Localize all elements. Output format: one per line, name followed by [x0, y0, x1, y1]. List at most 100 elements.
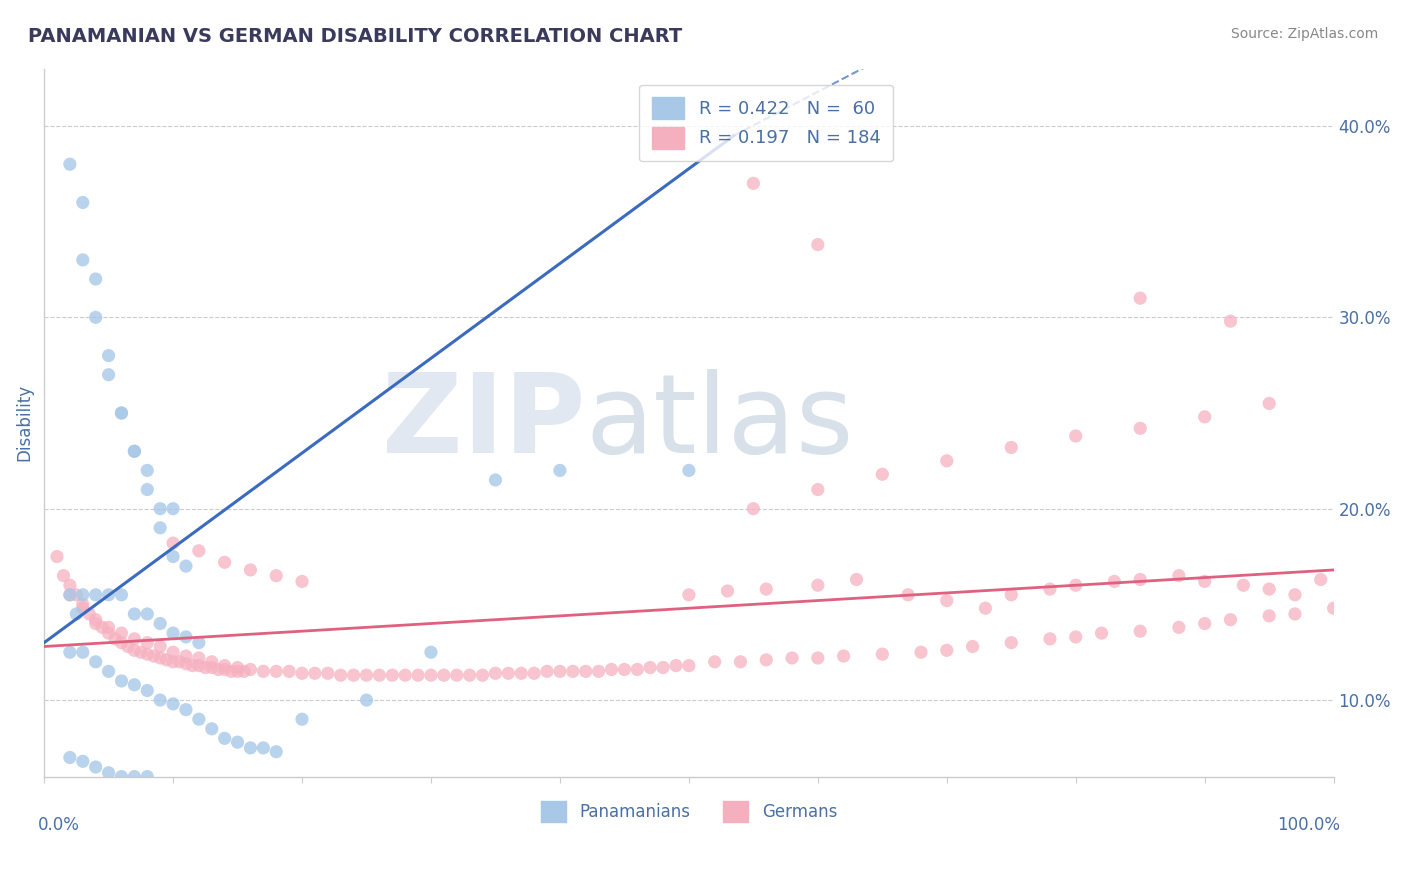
Panamanians [162, 697, 184, 711]
Germans [162, 655, 184, 669]
Germans [962, 640, 984, 654]
Germans [897, 588, 920, 602]
Germans [142, 648, 165, 663]
Germans [484, 666, 506, 681]
Germans [420, 668, 443, 682]
Germans [1129, 421, 1152, 435]
Panamanians [136, 463, 159, 477]
Germans [187, 651, 209, 665]
Panamanians [239, 740, 262, 755]
Panamanians [84, 760, 107, 774]
Germans [181, 658, 204, 673]
Germans [149, 640, 172, 654]
Panamanians [187, 635, 209, 649]
Germans [110, 635, 132, 649]
Germans [678, 658, 700, 673]
Germans [84, 616, 107, 631]
Panamanians [59, 157, 82, 171]
Germans [169, 655, 191, 669]
Germans [1064, 578, 1087, 592]
Germans [219, 665, 242, 679]
Panamanians [110, 406, 132, 420]
Panamanians [72, 588, 94, 602]
Germans [1232, 578, 1254, 592]
Panamanians [97, 765, 120, 780]
Panamanians [97, 349, 120, 363]
Panamanians [356, 693, 378, 707]
Panamanians [484, 473, 506, 487]
Germans [807, 483, 830, 497]
Germans [742, 177, 765, 191]
Germans [1194, 616, 1216, 631]
Germans [187, 658, 209, 673]
Panamanians [149, 521, 172, 535]
Germans [356, 668, 378, 682]
Germans [548, 665, 571, 679]
Germans [1039, 632, 1062, 646]
Germans [124, 632, 146, 646]
Germans [588, 665, 610, 679]
Germans [536, 665, 558, 679]
Germans [278, 665, 301, 679]
Panamanians [84, 655, 107, 669]
Text: 100.0%: 100.0% [1277, 815, 1340, 833]
Panamanians [84, 588, 107, 602]
Germans [162, 536, 184, 550]
Germans [104, 632, 127, 646]
Panamanians [84, 310, 107, 325]
Panamanians [84, 272, 107, 286]
Germans [316, 666, 339, 681]
Germans [613, 663, 636, 677]
Germans [730, 655, 752, 669]
Germans [207, 663, 229, 677]
Germans [187, 543, 209, 558]
Germans [1258, 582, 1281, 596]
Germans [162, 645, 184, 659]
Germans [368, 668, 391, 682]
Germans [1104, 574, 1126, 589]
Germans [1258, 608, 1281, 623]
Germans [433, 668, 456, 682]
Germans [807, 237, 830, 252]
Panamanians [59, 645, 82, 659]
Germans [226, 665, 249, 679]
Germans [1284, 607, 1306, 621]
Panamanians [59, 588, 82, 602]
Germans [201, 655, 224, 669]
Y-axis label: Disability: Disability [15, 384, 32, 461]
Panamanians [201, 722, 224, 736]
Germans [149, 651, 172, 665]
Panamanians [548, 463, 571, 477]
Germans [935, 643, 957, 657]
Germans [807, 651, 830, 665]
Germans [1194, 574, 1216, 589]
Germans [46, 549, 69, 564]
Germans [1064, 630, 1087, 644]
Panamanians [420, 645, 443, 659]
Panamanians [174, 559, 197, 574]
Panamanians [149, 693, 172, 707]
Germans [394, 668, 416, 682]
Panamanians [136, 483, 159, 497]
Germans [600, 663, 623, 677]
Germans [446, 668, 468, 682]
Germans [1167, 568, 1189, 582]
Germans [1000, 635, 1022, 649]
Panamanians [124, 607, 146, 621]
Germans [974, 601, 997, 615]
Germans [678, 588, 700, 602]
Panamanians [59, 750, 82, 764]
Germans [1323, 601, 1346, 615]
Germans [156, 653, 179, 667]
Germans [264, 568, 287, 582]
Panamanians [97, 368, 120, 382]
Germans [1000, 441, 1022, 455]
Panamanians [226, 735, 249, 749]
Panamanians [136, 770, 159, 784]
Panamanians [174, 630, 197, 644]
Panamanians [149, 501, 172, 516]
Panamanians [110, 588, 132, 602]
Panamanians [264, 745, 287, 759]
Germans [59, 578, 82, 592]
Germans [1129, 291, 1152, 305]
